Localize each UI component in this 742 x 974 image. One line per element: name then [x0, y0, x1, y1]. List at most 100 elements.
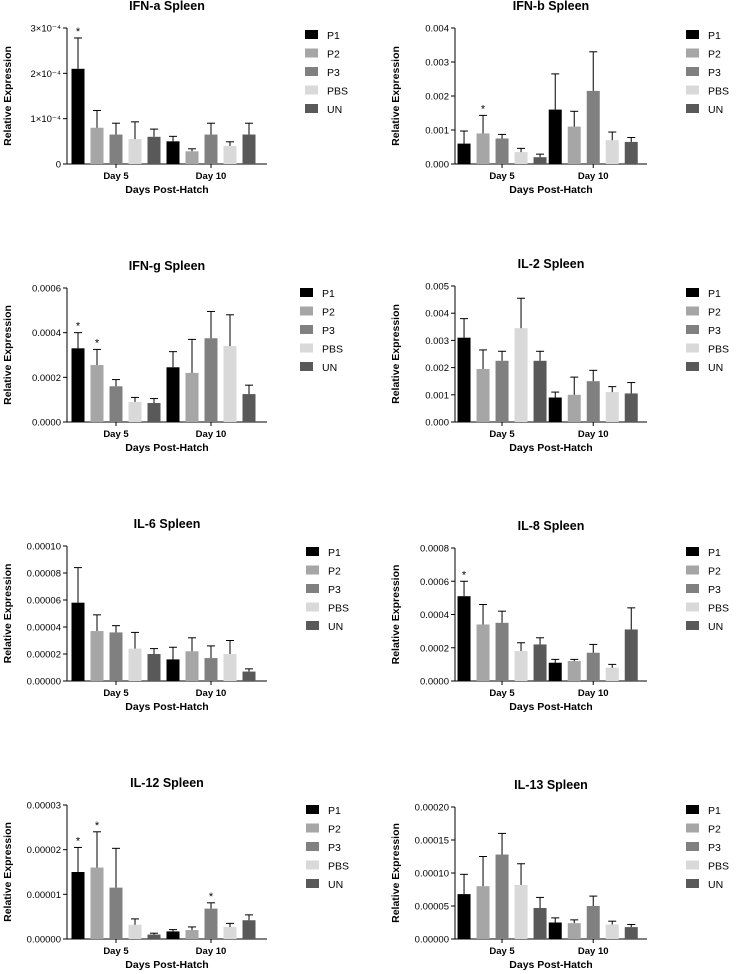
x-tick-label: Day 10: [196, 688, 227, 699]
bar-p2-day-10: [567, 126, 581, 164]
legend-label-p1: P1: [708, 547, 721, 559]
y-tick-label: 0.00001: [27, 890, 61, 901]
significance-star: *: [76, 26, 81, 38]
bar-p1-day-5: [457, 596, 471, 681]
bar-pbs-day-5: [514, 884, 528, 939]
bar-p3-day-5: [109, 632, 123, 681]
legend-label-pbs: PBS: [328, 603, 349, 615]
il-12-spleen-chart: IL-12 Spleen 0.00000 0.00001 0.00002 0.00003…: [2, 776, 349, 971]
bar-pbs-day-5: [128, 648, 142, 681]
legend-swatch-p1: [686, 547, 699, 556]
bar-un-day-10: [624, 927, 638, 939]
y-tick-label: 0.0002: [32, 373, 61, 384]
y-tick-label: 1×10⁻⁴: [31, 114, 62, 125]
legend-label-p3: P3: [708, 584, 721, 596]
bar-p3-day-10: [204, 908, 218, 939]
x-tick-label: Day 10: [578, 688, 609, 699]
legend-swatch-pbs: [686, 602, 699, 612]
bar-pbs-day-10: [223, 145, 237, 164]
legend-swatch-un: [686, 879, 699, 888]
bar-p2-day-10: [185, 151, 199, 164]
legend-swatch-p2: [686, 306, 699, 316]
bar-p2-day-5: [476, 886, 490, 939]
y-tick-label: 0.001: [425, 126, 449, 137]
y-tick-label: 0.00004: [27, 623, 61, 634]
legend-swatch-pbs: [686, 343, 699, 353]
bar-p2-day-10: [185, 651, 199, 681]
legend-label-un: UN: [708, 879, 723, 891]
y-tick-label: 0.0006: [32, 284, 61, 295]
significance-star: *: [209, 891, 214, 903]
legend-swatch-pbs: [686, 860, 699, 870]
legend-swatch-p2: [686, 565, 699, 575]
legend-label-un: UN: [322, 362, 337, 374]
legend: P1 P2 P3 PBS UN: [686, 288, 729, 374]
legend-label-p1: P1: [328, 547, 341, 559]
bar-un-day-10: [242, 134, 256, 164]
y-tick-label: 0.0002: [420, 643, 449, 654]
legend-label-p2: P2: [322, 307, 335, 319]
legend-label-pbs: PBS: [327, 86, 348, 98]
il-2-spleen-chart: IL-2 Spleen 0.000 0.001 0.002 0.003 0.004 0.00…: [390, 257, 729, 454]
legend-swatch-pbs: [306, 860, 319, 870]
y-tick-label: 0.0008: [420, 544, 449, 555]
y-tick-label: 0.00015: [415, 836, 449, 847]
il-6-spleen-chart: IL-6 Spleen 0.00000 0.00002 0.00004 0.00006 0…: [2, 517, 349, 713]
legend-swatch-p3: [306, 842, 319, 851]
y-tick-label: 0.00003: [27, 801, 61, 812]
bar-p1-day-10: [548, 922, 562, 939]
legend-swatch-p1: [306, 805, 319, 814]
bar-un-day-10: [242, 671, 256, 681]
y-tick-label: 0.00002: [27, 845, 61, 856]
y-tick-label: 0.0004: [32, 328, 61, 339]
x-tick-label: Day 5: [489, 688, 515, 699]
legend-swatch-un: [305, 104, 318, 113]
bar-un-day-10: [242, 920, 256, 939]
y-tick-label: 0.00000: [27, 677, 61, 688]
y-axis-label: Relative Expression: [390, 823, 402, 923]
x-axis-label: Days Post-Hatch: [509, 701, 592, 713]
il-13-spleen-chart: IL-13 Spleen 0.00000 0.00005 0.00010 0.00015…: [390, 778, 729, 971]
y-tick-label: 0.00010: [27, 542, 61, 553]
legend-label-p2: P2: [708, 49, 721, 61]
chart-title: IFN-a Spleen: [129, 0, 205, 13]
legend-label-p1: P1: [322, 288, 335, 300]
significance-star: *: [76, 321, 81, 333]
legend-swatch-pbs: [686, 85, 699, 95]
bar-p1-day-10: [166, 367, 180, 422]
legend-label-p1: P1: [708, 805, 721, 817]
bar-p3-day-5: [495, 854, 509, 939]
bar-pbs-day-5: [128, 401, 142, 422]
x-tick-label: Day 5: [489, 171, 515, 182]
x-axis-label: Days Post-Hatch: [509, 442, 592, 454]
y-axis-label: Relative Expression: [2, 822, 14, 922]
y-axis-label: Relative Expression: [390, 304, 402, 404]
legend-label-un: UN: [328, 879, 343, 891]
y-tick-label: 0.00002: [27, 650, 61, 661]
legend-label-p1: P1: [708, 288, 721, 300]
y-tick-label: 0.00010: [415, 869, 449, 880]
bar-p1-day-5: [71, 348, 85, 422]
bar-pbs-day-5: [514, 651, 528, 681]
chart-title: IFN-g Spleen: [129, 259, 205, 273]
x-axis-label: Days Post-Hatch: [125, 959, 208, 971]
bar-un-day-5: [147, 403, 161, 422]
bar-p1-day-5: [71, 602, 85, 681]
significance-star: *: [481, 103, 486, 115]
x-tick-label: Day 5: [489, 946, 515, 957]
chart-title: IFN-b Spleen: [513, 0, 589, 13]
bar-p3-day-10: [586, 381, 600, 422]
bar-un-day-5: [533, 907, 547, 939]
legend-swatch-p2: [306, 565, 319, 575]
bar-pbs-day-5: [514, 328, 528, 422]
bar-p2-day-10: [567, 661, 581, 681]
bar-p2-day-5: [476, 133, 490, 164]
bar-p3-day-10: [586, 652, 600, 681]
x-tick-label: Day 10: [196, 429, 227, 440]
x-axis-label: Days Post-Hatch: [125, 184, 208, 196]
x-tick-label: Day 5: [489, 429, 515, 440]
y-axis-label: Relative Expression: [390, 565, 402, 665]
x-tick-label: Day 10: [196, 946, 227, 957]
legend-swatch-pbs: [305, 85, 318, 95]
legend-label-p3: P3: [328, 584, 341, 596]
